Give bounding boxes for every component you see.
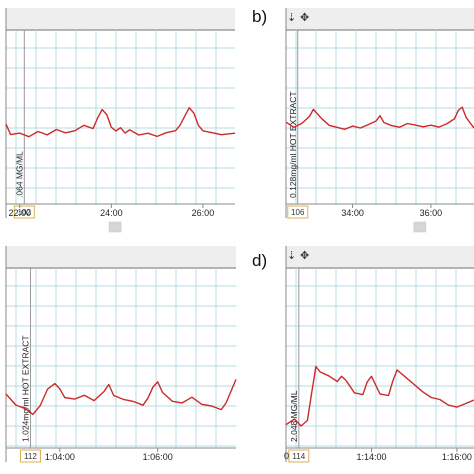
event-marker-box[interactable] [13, 205, 35, 219]
grid [286, 268, 474, 448]
x-tick-label: 24:00 [100, 208, 123, 218]
x-tick-label: 1:04:00 [45, 452, 75, 462]
event-marker-box[interactable] [19, 449, 41, 463]
panel-header [6, 246, 236, 268]
event-marker-box-label: 112 [24, 452, 37, 461]
panel-header [286, 246, 474, 268]
x-tick-label: 36:00 [420, 208, 443, 218]
event-marker-box[interactable] [288, 449, 310, 463]
panel-letter: b) [252, 7, 267, 26]
panel-header [286, 8, 474, 30]
event-marker-box-label: 106 [291, 208, 305, 217]
event-marker-label: 1.024mg/ml HOT EXTRACT [20, 335, 30, 442]
panel-c: 1.024mg/ml HOT EXTRACT 112 1:04:00 1:06:00 [5, 246, 237, 463]
panel-header [6, 8, 235, 30]
event-marker-label: .064 MG/ML [14, 151, 24, 198]
x-tick-label: 1:16:00 [442, 452, 472, 462]
x-tick-label: 1:06:00 [143, 452, 173, 462]
series-line [285, 106, 474, 130]
x-tick-label: 26:00 [192, 208, 215, 218]
event-marker-label: 2.048 MG/ML [289, 390, 299, 442]
move-icon[interactable]: ✥ [300, 11, 309, 24]
event-marker-box-label: 114 [292, 452, 305, 461]
collapse-icon[interactable]: ⇣ [287, 11, 296, 24]
series-line [285, 365, 474, 427]
grid [6, 30, 235, 204]
series-line [5, 107, 236, 138]
x-tick-label: 22:00 [8, 208, 31, 218]
event-marker-box[interactable] [287, 205, 309, 219]
grid [6, 268, 236, 448]
axis-left-label: 0 [284, 451, 289, 461]
move-icon[interactable]: ✥ [300, 249, 309, 262]
x-tick-label: 1:14:00 [356, 452, 386, 462]
scroll-thumb[interactable] [108, 221, 122, 233]
x-tick-label: 34:00 [341, 208, 364, 218]
event-marker-label: 0.128mg/ml HOT EXTRACT [288, 91, 298, 198]
scroll-thumb[interactable] [413, 221, 427, 233]
panel-b: ⇣ ✥ b) 0.128mg/ml HOT EXTRACT 106 34:00 36:00 [252, 7, 474, 233]
series-line [5, 379, 237, 416]
collapse-icon[interactable]: ⇣ [287, 249, 296, 262]
panel-letter: d) [252, 251, 267, 270]
event-marker-box-label: 102 [18, 208, 32, 217]
